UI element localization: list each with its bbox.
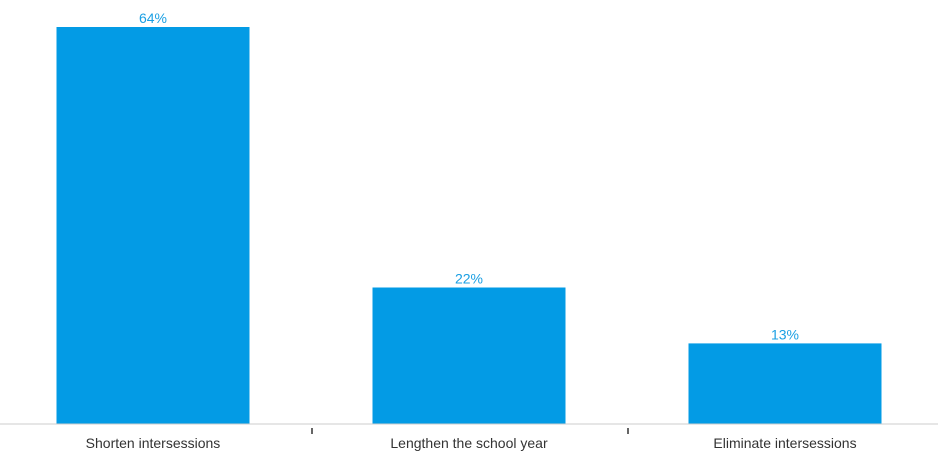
category-label-3: Eliminate intersessions xyxy=(713,435,856,451)
data-label-1: 64% xyxy=(139,10,167,26)
data-labels-layer: 64% 22% 13% xyxy=(139,10,799,342)
bar-1 xyxy=(56,27,250,424)
x-axis-labels: Shorten intersessions Lengthen the school… xyxy=(86,435,857,451)
data-label-3: 13% xyxy=(771,326,799,342)
bars-layer xyxy=(56,27,882,424)
data-label-2: 22% xyxy=(455,271,483,287)
category-label-2: Lengthen the school year xyxy=(390,435,548,451)
bar-3 xyxy=(688,343,882,424)
bar-2 xyxy=(372,287,566,424)
x-axis-ticks xyxy=(311,428,629,434)
category-label-1: Shorten intersessions xyxy=(86,435,221,451)
